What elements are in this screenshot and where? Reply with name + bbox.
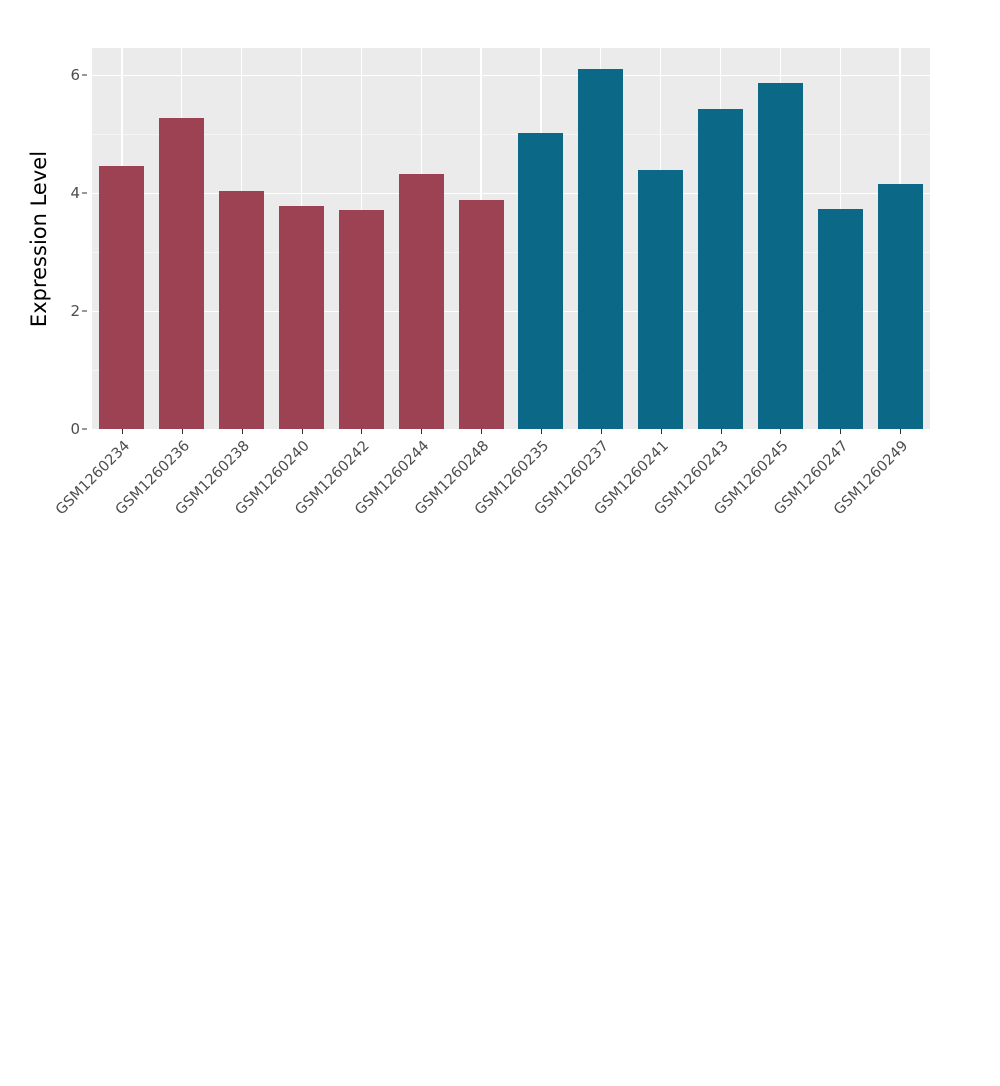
y-axis-title: Expression Level bbox=[27, 150, 51, 328]
gridline-horizontal-minor bbox=[92, 251, 930, 253]
gridline-horizontal-major bbox=[92, 192, 930, 195]
bar[interactable] bbox=[638, 169, 684, 429]
x-tick-mark bbox=[181, 429, 183, 434]
bar[interactable] bbox=[817, 209, 863, 429]
x-tick-mark bbox=[421, 429, 423, 434]
x-tick-mark bbox=[540, 429, 542, 434]
gridline-horizontal-major bbox=[92, 74, 930, 76]
y-tick-label: 0 bbox=[70, 420, 80, 438]
x-tick-mark bbox=[600, 429, 602, 434]
x-tick-mark bbox=[660, 429, 662, 434]
x-tick-label-wrapper: GSM1260235 bbox=[158, 438, 552, 832]
y-tick-mark bbox=[82, 310, 87, 312]
gridline-horizontal-major bbox=[92, 310, 930, 313]
y-tick-label: 4 bbox=[70, 183, 80, 202]
bar[interactable] bbox=[99, 165, 145, 429]
x-tick-label-wrapper: GSM1260245 bbox=[229, 438, 792, 1001]
gridline-horizontal-minor bbox=[92, 369, 930, 371]
bar[interactable] bbox=[698, 109, 743, 429]
y-axis-ticks: 0 2 4 6 bbox=[56, 0, 87, 580]
bar[interactable] bbox=[219, 190, 265, 429]
bar[interactable] bbox=[757, 82, 803, 429]
x-tick-mark bbox=[900, 429, 902, 434]
y-tick-mark bbox=[82, 74, 87, 76]
bar[interactable] bbox=[877, 183, 923, 429]
bar[interactable] bbox=[578, 68, 624, 429]
y-tick-label: 6 bbox=[70, 65, 80, 84]
x-tick-mark bbox=[121, 429, 123, 434]
gridline-horizontal-minor bbox=[92, 133, 930, 135]
x-tick-mark bbox=[720, 429, 722, 434]
y-tick-mark bbox=[82, 428, 87, 430]
bar[interactable] bbox=[159, 117, 205, 429]
plot-panel bbox=[92, 48, 930, 429]
bar[interactable] bbox=[398, 173, 444, 429]
y-tick-label: 2 bbox=[70, 301, 80, 320]
x-tick-mark bbox=[780, 429, 782, 434]
bar[interactable] bbox=[279, 206, 324, 429]
x-tick-label-wrapper: GSM1260240 bbox=[88, 438, 313, 663]
bar[interactable] bbox=[458, 200, 504, 429]
bar[interactable] bbox=[518, 133, 564, 429]
x-tick-mark bbox=[361, 429, 363, 434]
x-tick-mark bbox=[481, 429, 483, 434]
bar[interactable] bbox=[338, 209, 384, 429]
x-tick-mark bbox=[840, 429, 842, 434]
x-tick-mark bbox=[241, 429, 243, 434]
x-tick-label-wrapper: GSM1260249 bbox=[264, 438, 911, 1086]
y-tick-mark bbox=[82, 192, 87, 194]
x-tick-mark bbox=[301, 429, 303, 434]
